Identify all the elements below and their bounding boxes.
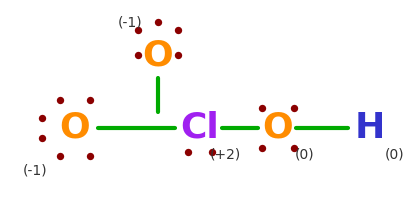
Text: O: O	[263, 111, 293, 145]
Text: O: O	[142, 38, 173, 72]
Point	[155, 20, 161, 24]
Point	[87, 154, 93, 158]
Text: (+2): (+2)	[210, 148, 241, 162]
Point	[87, 98, 93, 102]
Point	[175, 53, 181, 57]
Text: H: H	[355, 111, 385, 145]
Point	[209, 150, 215, 154]
Point	[57, 98, 63, 102]
Text: O: O	[59, 111, 91, 145]
Point	[291, 146, 297, 150]
Point	[39, 116, 45, 120]
Point	[57, 154, 63, 158]
Text: (0): (0)	[295, 148, 315, 162]
Point	[39, 136, 45, 140]
Text: (0): (0)	[385, 148, 405, 162]
Point	[259, 106, 265, 110]
Point	[175, 28, 181, 32]
Text: Cl: Cl	[181, 111, 220, 145]
Point	[185, 150, 191, 154]
Point	[291, 106, 297, 110]
Text: (-1): (-1)	[118, 15, 142, 29]
Point	[259, 146, 265, 150]
Text: (-1): (-1)	[23, 163, 47, 177]
Point	[134, 53, 141, 57]
Point	[134, 28, 141, 32]
